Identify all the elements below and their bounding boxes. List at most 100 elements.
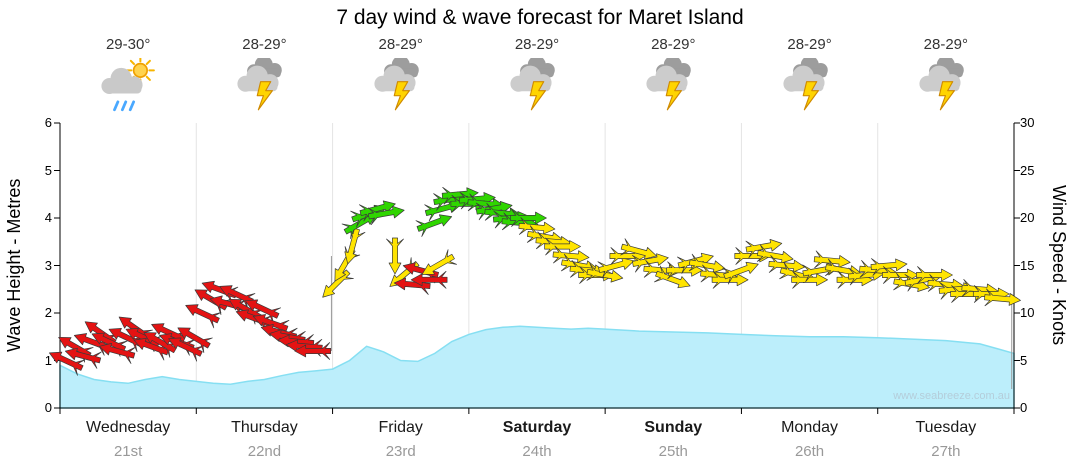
- lightning-bolt: [393, 81, 410, 111]
- wind-arrow-glyph: [768, 255, 806, 273]
- page-title: 7 day wind & wave forecast for Maret Isl…: [336, 6, 744, 29]
- wind-arrow-glyph: [791, 270, 828, 289]
- storm-icon: [237, 58, 283, 111]
- wind-arrow-glyph: [194, 289, 230, 316]
- lightning-bolt: [665, 81, 683, 111]
- wind-arrow: [244, 299, 281, 324]
- wave-axis-tick-label: 6: [44, 115, 52, 130]
- wind-arrow-glyph: [756, 244, 794, 264]
- wind-arrow: [518, 217, 556, 235]
- wind-arrow: [597, 257, 635, 279]
- storm-icon: [782, 58, 828, 111]
- day-name-label: Thursday: [231, 419, 298, 436]
- wind-arrow-glyph: [322, 266, 354, 298]
- wind-arrow: [386, 237, 404, 275]
- wind-arrow: [620, 238, 657, 260]
- wind-arrow: [552, 245, 590, 264]
- day-name-label: Sunday: [644, 419, 703, 436]
- temperature-label: 28-29°: [787, 36, 832, 53]
- wind-arrow-glyph: [722, 261, 759, 285]
- temperature-label: 29-30°: [105, 36, 151, 53]
- wind-arrow: [421, 249, 457, 275]
- wind-arrow: [825, 258, 862, 278]
- wind-arrow: [870, 258, 908, 276]
- wave-axis-tick-label: 4: [44, 210, 52, 225]
- wind-axis-tick-label: 25: [1020, 162, 1035, 178]
- wind-arrow: [791, 270, 828, 289]
- wind-axis-tick-label: 0: [1020, 400, 1028, 415]
- wind-arrow-glyph: [294, 342, 332, 360]
- wind-arrow-glyph: [415, 214, 453, 237]
- wind-arrow-glyph: [870, 258, 908, 276]
- wind-axis-tick-label: 5: [1020, 352, 1028, 368]
- storm-icon: [374, 58, 419, 111]
- day-name-label: Monday: [781, 419, 839, 436]
- lightning-bolt: [802, 81, 819, 111]
- wind-arrow: [510, 209, 547, 227]
- lightning-bolt: [938, 81, 955, 111]
- wind-arrow-glyph: [813, 250, 851, 269]
- wind-arrow-glyph: [143, 332, 179, 358]
- day-name-label: Friday: [378, 419, 423, 436]
- day-date-label: 25th: [658, 443, 688, 460]
- storm-icon: [646, 58, 692, 111]
- storm-icon: [919, 58, 964, 111]
- wind-arrow-glyph: [518, 217, 556, 235]
- lightning-bolt: [529, 81, 546, 111]
- wind-arrow: [813, 250, 851, 269]
- wind-arrow-glyph: [49, 351, 86, 376]
- wind-arrow-glyph: [620, 238, 657, 260]
- wave-axis-tick-label: 0: [44, 400, 52, 415]
- day-date-label: 27th: [931, 443, 961, 460]
- temperature-label: 28-29°: [923, 36, 969, 53]
- day-name-label: Wednesday: [86, 419, 171, 436]
- wind-arrow-glyph: [688, 253, 726, 273]
- wind-arrow-glyph: [916, 266, 953, 284]
- wind-arrow-glyph: [654, 265, 691, 289]
- raindrop: [128, 100, 136, 112]
- day-date-label: 22nd: [247, 443, 282, 460]
- wind-arrow-glyph: [984, 288, 1021, 307]
- wind-axis-tick-label: 10: [1020, 305, 1035, 320]
- wind-arrow: [688, 253, 726, 273]
- wind-arrow: [984, 288, 1021, 307]
- day-date-label: 26th: [794, 443, 825, 460]
- wind-arrow-glyph: [825, 258, 862, 278]
- storm-icon: [510, 58, 555, 111]
- wave-axis-tick-label: 1: [44, 352, 52, 368]
- wind-arrow: [194, 289, 230, 316]
- wind-arrow: [722, 261, 759, 285]
- wind-arrow-glyph: [421, 249, 457, 275]
- wind-arrow-glyph: [177, 327, 213, 354]
- wind-arrow: [359, 200, 396, 222]
- wind-arrow: [294, 342, 332, 360]
- sun-ray: [145, 59, 152, 66]
- wind-arrow: [344, 227, 366, 265]
- wind-arrow-glyph: [185, 304, 222, 329]
- wind-arrow-glyph: [544, 237, 581, 256]
- raindrop: [121, 100, 128, 112]
- wind-arrow-glyph: [244, 299, 281, 324]
- temperature-label: 28-29°: [651, 36, 696, 53]
- wind-arrow: [544, 237, 581, 256]
- wind-arrow: [916, 266, 953, 284]
- wind-arrow: [177, 327, 213, 354]
- wind-arrow-glyph: [99, 343, 136, 364]
- sun-shower-icon: [101, 58, 156, 112]
- wind-arrow: [185, 304, 222, 329]
- day-date-label: 21st: [113, 443, 143, 460]
- wind-arrow: [393, 277, 431, 295]
- wind-arrow-glyph: [510, 209, 547, 227]
- wind-arrow-glyph: [597, 257, 635, 279]
- wind-axis-tick-label: 20: [1020, 210, 1035, 225]
- cloud-shape: [101, 67, 143, 95]
- wind-arrow-glyph: [402, 262, 440, 284]
- wind-arrow-glyph: [410, 270, 448, 289]
- sun-ray: [145, 75, 152, 81]
- wind-arrow-glyph: [64, 347, 102, 369]
- wind-arrow-glyph: [552, 245, 590, 264]
- lightning-bolt: [257, 81, 274, 111]
- wind-axis-tick-label: 30: [1020, 115, 1035, 130]
- wave-height-area: [59, 325, 1015, 409]
